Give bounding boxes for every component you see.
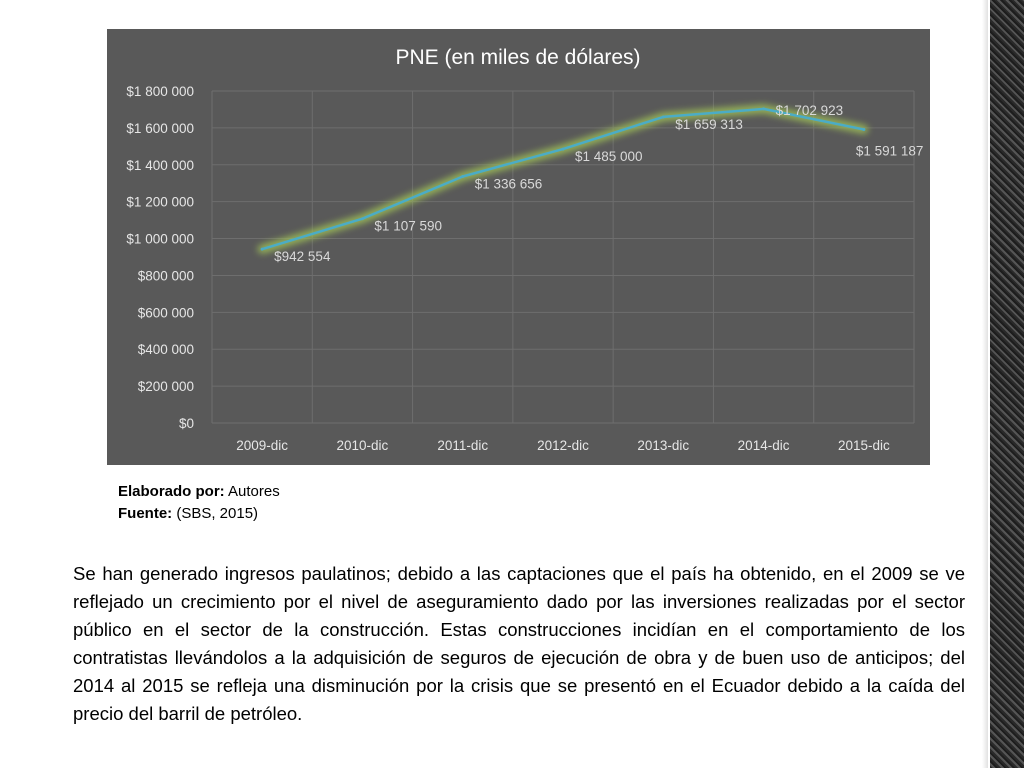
- y-axis: $0 $200 000 $400 000 $600 000 $800 000 $1 000…: [126, 84, 194, 431]
- body-paragraph: Se han generado ingresos paulatinos; deb…: [73, 563, 965, 724]
- chart-title: PNE (en miles de dólares): [395, 46, 640, 69]
- x-tick-label: 2009-dic: [236, 438, 288, 453]
- chart-container: PNE (en miles de dólares) $0 $200 000 $400…: [107, 29, 930, 465]
- data-point: [260, 247, 264, 251]
- y-tick-label: $600 000: [138, 305, 194, 320]
- x-tick-label: 2013-dic: [637, 438, 689, 453]
- data-label: $1 702 923: [776, 103, 844, 118]
- y-tick-label: $400 000: [138, 342, 194, 357]
- data-label: $1 485 000: [575, 149, 643, 164]
- y-tick-label: $1 200 000: [126, 195, 194, 210]
- data-point: [561, 147, 565, 151]
- x-axis: 2009-dic 2010-dic 2011-dic 2012-dic 2013-dic…: [236, 438, 890, 453]
- data-label: $942 554: [274, 249, 331, 264]
- x-tick-label: 2012-dic: [537, 438, 589, 453]
- y-tick-label: $1 000 000: [126, 232, 194, 247]
- y-tick-label: $800 000: [138, 268, 194, 283]
- credit-author-label: Elaborado por:: [118, 483, 225, 500]
- y-tick-label: $1 800 000: [126, 84, 194, 99]
- data-point: [461, 174, 465, 178]
- chart-credits: Elaborado por: Autores Fuente: (SBS, 201…: [118, 481, 280, 525]
- data-point: [762, 107, 766, 111]
- data-point: [862, 128, 866, 132]
- data-label: $1 336 656: [475, 176, 543, 191]
- data-point: [360, 217, 364, 221]
- data-label: $1 591 187: [856, 144, 924, 159]
- x-tick-label: 2014-dic: [738, 438, 790, 453]
- x-tick-label: 2015-dic: [838, 438, 890, 453]
- series-line-glow: [257, 104, 869, 254]
- y-tick-label: $1 600 000: [126, 121, 194, 136]
- data-labels: $942 554 $1 107 590 $1 336 656 $1 485 000 $1…: [274, 103, 923, 264]
- y-tick-label: $0: [179, 416, 194, 431]
- x-tick-label: 2010-dic: [337, 438, 389, 453]
- grid-lines: [211, 90, 915, 424]
- series-line: [260, 107, 866, 251]
- y-tick-label: $1 400 000: [126, 158, 194, 173]
- credit-source-line: Fuente: (SBS, 2015): [118, 503, 280, 525]
- slide-decorative-border: [988, 0, 1024, 768]
- y-tick-label: $200 000: [138, 379, 194, 394]
- credit-author-line: Elaborado por: Autores: [118, 481, 280, 503]
- data-point: [661, 115, 665, 119]
- series-pne: [257, 104, 869, 254]
- x-tick-label: 2011-dic: [437, 438, 488, 453]
- slide-border-edge: [982, 0, 990, 768]
- credit-source-value: (SBS, 2015): [172, 505, 259, 522]
- credit-source-label: Fuente:: [118, 505, 173, 522]
- data-label: $1 659 313: [675, 117, 743, 132]
- pne-line-chart: PNE (en miles de dólares) $0 $200 000 $400…: [126, 46, 923, 453]
- credit-author-value: Autores: [224, 483, 280, 500]
- data-label: $1 107 590: [374, 219, 442, 234]
